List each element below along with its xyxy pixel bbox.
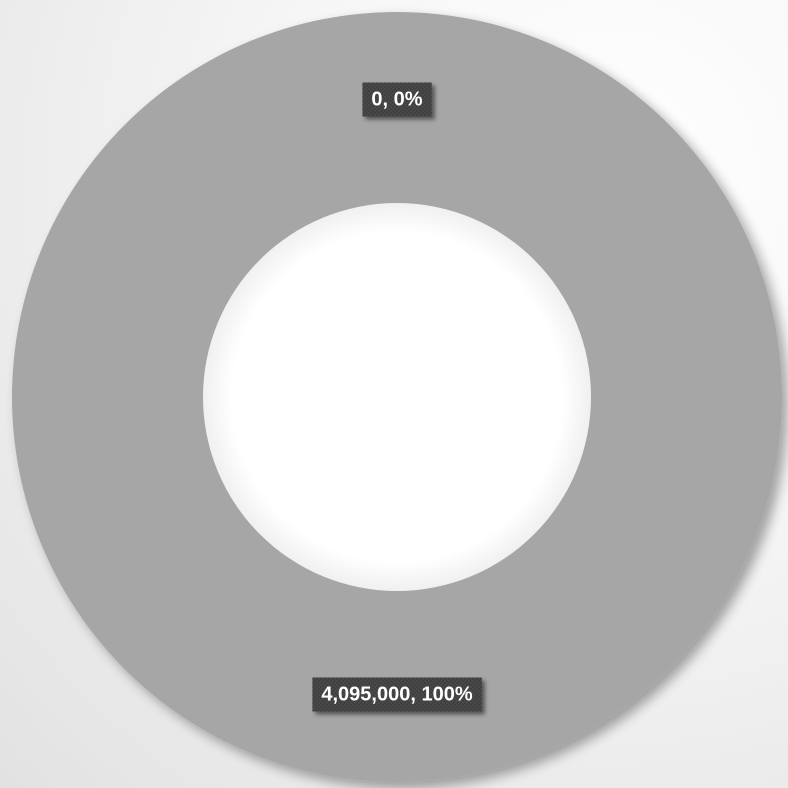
data-label-1: 4,095,000, 100%: [312, 677, 482, 712]
doughnut-hole: [203, 203, 591, 591]
data-label-text-0: 0, 0%: [371, 89, 422, 111]
data-label-text-1: 4,095,000, 100%: [321, 684, 472, 706]
data-label-0: 0, 0%: [362, 82, 432, 117]
data-label-box-1: [312, 677, 482, 712]
labels-layer: 0, 0% 4,095,000, 100%: [312, 82, 482, 712]
data-label-box-0: [362, 82, 432, 117]
